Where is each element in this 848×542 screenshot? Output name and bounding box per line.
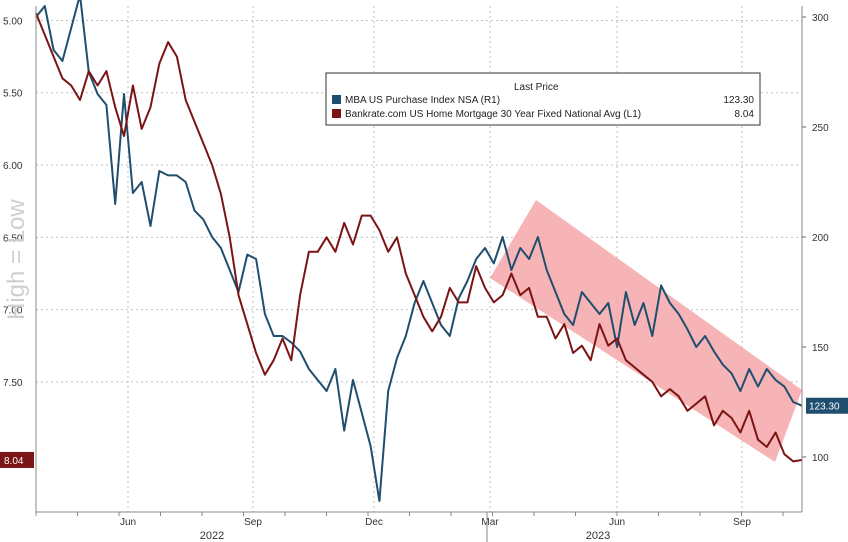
left-last-value-badge bbox=[0, 451, 34, 468]
legend-entry-value: 123.30 bbox=[723, 95, 754, 106]
y-right-tick-label: 300 bbox=[812, 13, 829, 24]
left-last-value-text: 8.04 bbox=[4, 456, 24, 467]
series-line-bankrate-mortgage-rate bbox=[35, 12, 803, 463]
trend-channel-layer bbox=[490, 200, 802, 462]
y-right-tick-label: 150 bbox=[812, 343, 829, 354]
axis-layer: 5.00 5.50 6.00 6.50 7.00 7.50 300 250 200 150 100 J… bbox=[0, 6, 848, 542]
y-right-tick-label: 250 bbox=[812, 123, 829, 134]
series-layer bbox=[35, 0, 803, 502]
x-month-tick-label: Jun bbox=[609, 517, 625, 528]
legend-entry-label: Bankrate.com US Home Mortgage 30 Year Fi… bbox=[345, 109, 641, 120]
x-month-tick-label: Mar bbox=[481, 517, 499, 528]
y-left-tick-label: 7.00 bbox=[3, 306, 23, 317]
y-right-tick-label: 200 bbox=[812, 233, 829, 244]
x-year-label: 2023 bbox=[586, 530, 610, 542]
right-last-value-text: 123.30 bbox=[809, 402, 840, 413]
y-left-tick-label: 6.00 bbox=[3, 161, 23, 172]
legend-entry-label: MBA US Purchase Index NSA (R1) bbox=[345, 95, 500, 106]
legend-swatch bbox=[332, 109, 341, 118]
x-month-tick-label: Dec bbox=[365, 517, 383, 528]
right-last-value-badge bbox=[806, 397, 848, 414]
y-left-tick-label: 5.50 bbox=[3, 89, 23, 100]
legend: Last Price MBA US Purchase Index NSA (R1)… bbox=[325, 72, 761, 126]
x-month-tick-label: Sep bbox=[244, 517, 262, 528]
series-line-mba-purchase-index bbox=[35, 0, 803, 502]
legend-box bbox=[325, 72, 761, 126]
x-month-tick-label: Sep bbox=[733, 517, 751, 528]
x-month-tick-label: Jun bbox=[120, 517, 136, 528]
y-left-tick-label: 7.50 bbox=[3, 378, 23, 389]
x-year-label: 2022 bbox=[200, 530, 224, 542]
y-left-tick-label: 6.50 bbox=[3, 233, 23, 244]
legend-title: Last Price bbox=[514, 82, 559, 93]
legend-swatch bbox=[332, 95, 341, 104]
legend-entry-value: 8.04 bbox=[735, 109, 755, 120]
y-right-tick-label: 100 bbox=[812, 453, 829, 464]
y-left-tick-label: 5.00 bbox=[3, 16, 23, 27]
trend-channel bbox=[490, 200, 802, 462]
chart-annotation: High = Low bbox=[3, 199, 30, 320]
